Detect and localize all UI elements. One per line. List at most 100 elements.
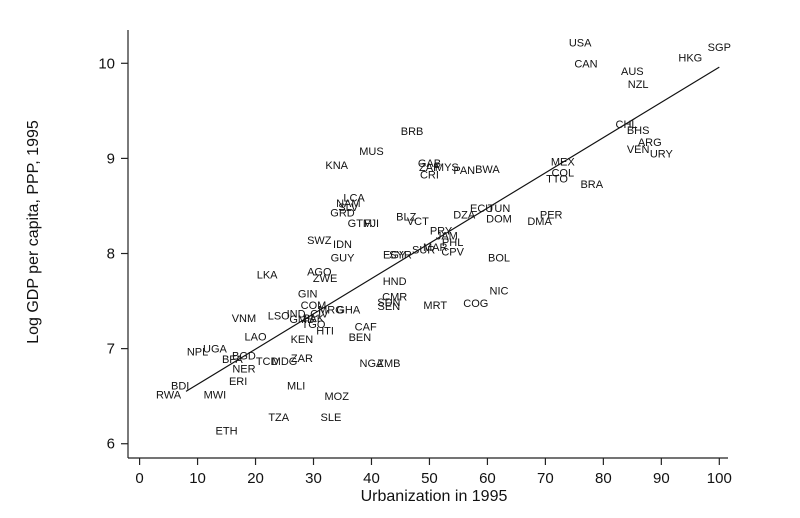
point-label-gha: GHA — [336, 305, 361, 317]
y-tick-label: 6 — [107, 436, 115, 453]
point-label-nam: NAM — [336, 198, 360, 210]
point-label-lso: LSO — [268, 310, 290, 322]
point-label-lao: LAO — [245, 331, 267, 343]
point-label-syr: SYR — [389, 249, 412, 261]
point-label-blz: BLZ — [396, 211, 416, 223]
x-tick-label: 70 — [537, 470, 554, 487]
y-tick-label: 9 — [107, 150, 115, 167]
point-label-cog: COG — [463, 298, 488, 310]
point-label-mar: MAR — [423, 242, 448, 254]
point-label-mus: MUS — [359, 146, 383, 158]
point-label-ken: KEN — [291, 334, 314, 346]
point-label-grd: GRD — [330, 208, 355, 220]
point-label-dma: DMA — [527, 216, 552, 228]
point-label-guy: GUY — [331, 252, 356, 264]
point-label-ven: VEN — [627, 144, 650, 156]
point-label-lca: LCA — [343, 192, 365, 204]
point-label-jam: JAM — [436, 230, 458, 242]
point-label-kna: KNA — [325, 160, 348, 172]
point-label-gtm: GTM — [348, 218, 372, 230]
point-label-bol: BOL — [488, 252, 510, 264]
point-label-mys: MYS — [435, 162, 459, 174]
point-label-vnm: VNM — [232, 313, 256, 325]
point-label-idn: IDN — [333, 239, 352, 251]
point-label-lka: LKA — [257, 269, 278, 281]
point-label-bfa: BFA — [222, 354, 243, 366]
point-label-vct: VCT — [407, 216, 429, 228]
point-label-aus: AUS — [621, 66, 644, 78]
x-axis-ticks: 0 10 20 30 40 50 60 70 80 90 100 — [135, 458, 732, 487]
x-axis-title: Urbanization in 1995 — [361, 488, 508, 505]
point-label-mex: MEX — [551, 156, 576, 168]
point-label-usa: USA — [569, 37, 592, 49]
point-label-bra: BRA — [580, 179, 603, 191]
point-label-sgp: SGP — [708, 42, 731, 54]
y-tick-label: 7 — [107, 341, 115, 358]
point-label-ecu: ECU — [470, 203, 493, 215]
point-label-gin: GIN — [298, 288, 318, 300]
x-tick-label: 0 — [135, 470, 143, 487]
point-label-ner: NER — [232, 364, 255, 376]
point-label-eth: ETH — [216, 425, 238, 437]
x-tick-label: 40 — [363, 470, 380, 487]
point-label-npl: NPL — [187, 346, 208, 358]
point-label-brb: BRB — [401, 126, 424, 138]
point-label-eri: ERI — [229, 376, 247, 388]
point-label-mli: MLI — [287, 381, 305, 393]
point-label-sle: SLE — [321, 412, 342, 424]
point-label-ury: URY — [650, 149, 674, 161]
point-label-sur: SUR — [412, 245, 435, 257]
point-label-dza: DZA — [453, 210, 476, 222]
point-label-egy: EGY — [383, 249, 407, 261]
point-label-bhs: BHS — [627, 125, 650, 137]
point-label-cri: CRI — [420, 170, 439, 182]
point-label-pry: PRY — [430, 226, 453, 238]
x-tick-label: 100 — [707, 470, 732, 487]
point-label-phl: PHL — [442, 237, 463, 249]
point-label-pak: PAK — [303, 313, 325, 325]
y-axis-ticks: 6 7 8 9 10 — [98, 55, 128, 453]
y-tick-label: 8 — [107, 246, 115, 263]
point-label-com: COM — [301, 300, 327, 312]
point-label-zaf: ZAF — [419, 162, 440, 174]
point-label-rwa: RWA — [156, 389, 182, 401]
x-tick-label: 20 — [247, 470, 264, 487]
point-label-gmb: GMB — [289, 314, 314, 326]
point-label-tza: TZA — [268, 412, 289, 424]
point-label-zwe: ZWE — [313, 273, 337, 285]
x-tick-label: 30 — [305, 470, 322, 487]
point-label-uga: UGA — [203, 344, 228, 356]
point-label-fji: FJI — [364, 218, 379, 230]
point-label-mwi: MWI — [204, 389, 227, 401]
x-tick-label: 90 — [653, 470, 670, 487]
point-label-zar: ZAR — [291, 353, 313, 365]
point-label-tgo: TGO — [302, 319, 326, 331]
point-label-hnd: HND — [383, 276, 407, 288]
point-label-cmr: CMR — [382, 291, 407, 303]
point-label-per: PER — [540, 210, 563, 222]
point-label-mdg: MDG — [272, 356, 298, 368]
y-axis-title: Log GDP per capita, PPP, 1995 — [25, 120, 42, 344]
point-label-tcd: TCD — [256, 356, 279, 368]
point-label-hti: HTI — [316, 326, 334, 338]
point-label-moz: MOZ — [324, 391, 349, 403]
point-label-zmb: ZMB — [377, 358, 400, 370]
point-label-caf: CAF — [355, 322, 377, 334]
point-label-pan: PAN — [453, 165, 475, 177]
point-label-swz: SWZ — [307, 235, 332, 247]
x-tick-label: 50 — [421, 470, 438, 487]
point-label-tun: TUN — [488, 203, 511, 215]
point-label-hkg: HKG — [678, 53, 702, 65]
x-tick-label: 80 — [595, 470, 612, 487]
point-label-nzl: NZL — [628, 79, 649, 91]
point-label-nic: NIC — [490, 286, 509, 298]
point-label-ben: BEN — [349, 332, 372, 344]
point-label-ind: IND — [287, 308, 306, 320]
point-label-tto: TTO — [546, 173, 568, 185]
point-label-bwa: BWA — [475, 164, 500, 176]
point-label-bgd: BGD — [232, 350, 256, 362]
point-label-arg: ARG — [638, 137, 662, 149]
point-label-sdn: SDN — [377, 297, 400, 309]
